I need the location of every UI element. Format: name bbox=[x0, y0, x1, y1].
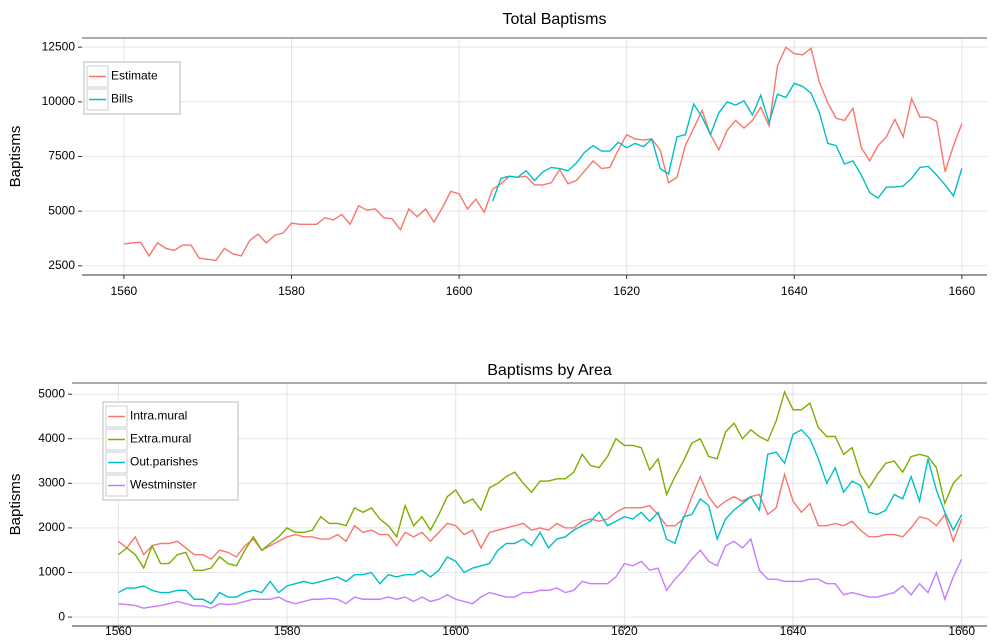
chart-title: Total Baptisms bbox=[502, 11, 606, 28]
legend-label: Westminster bbox=[130, 478, 196, 492]
y-tick-label: 12500 bbox=[42, 39, 76, 53]
x-tick-label: 1620 bbox=[613, 284, 640, 298]
legend-label: Estimate bbox=[111, 69, 158, 83]
y-tick-label: 2500 bbox=[48, 258, 75, 272]
y-tick-label: 0 bbox=[58, 609, 65, 623]
y-tick-label: 2000 bbox=[38, 520, 65, 534]
x-tick-label: 1560 bbox=[105, 624, 132, 638]
y-tick-label: 5000 bbox=[38, 386, 65, 400]
data-line bbox=[117, 389, 963, 571]
x-tick-label: 1600 bbox=[442, 624, 469, 638]
data-line bbox=[118, 428, 963, 605]
x-tick-label: 1620 bbox=[611, 624, 638, 638]
y-tick-label: 5000 bbox=[48, 203, 75, 217]
x-tick-label: 1660 bbox=[948, 624, 975, 638]
x-tick-label: 1560 bbox=[111, 284, 138, 298]
x-tick-label: 1660 bbox=[949, 284, 976, 298]
x-tick-label: 1640 bbox=[780, 624, 807, 638]
y-tick-label: 1000 bbox=[38, 565, 65, 579]
legend-label: Bills bbox=[111, 92, 133, 106]
legend-label: Extra.mural bbox=[130, 432, 191, 446]
x-tick-label: 1600 bbox=[446, 284, 473, 298]
chart-title: Baptisms by Area bbox=[487, 362, 612, 379]
legend-label: Out.parishes bbox=[130, 455, 198, 469]
x-tick-label: 1580 bbox=[278, 284, 305, 298]
x-tick-label: 1580 bbox=[274, 624, 301, 638]
data-line bbox=[123, 46, 963, 262]
legend-label: Intra.mural bbox=[130, 409, 187, 423]
y-axis-label: Baptisms bbox=[7, 474, 24, 536]
data-line bbox=[118, 537, 963, 609]
y-tick-label: 4000 bbox=[38, 431, 65, 445]
x-tick-label: 1640 bbox=[781, 284, 808, 298]
y-tick-label: 10000 bbox=[42, 94, 76, 108]
y-tick-label: 3000 bbox=[38, 475, 65, 489]
y-axis-label: Baptisms bbox=[7, 126, 24, 188]
data-line bbox=[491, 82, 963, 202]
y-tick-label: 7500 bbox=[48, 149, 75, 163]
